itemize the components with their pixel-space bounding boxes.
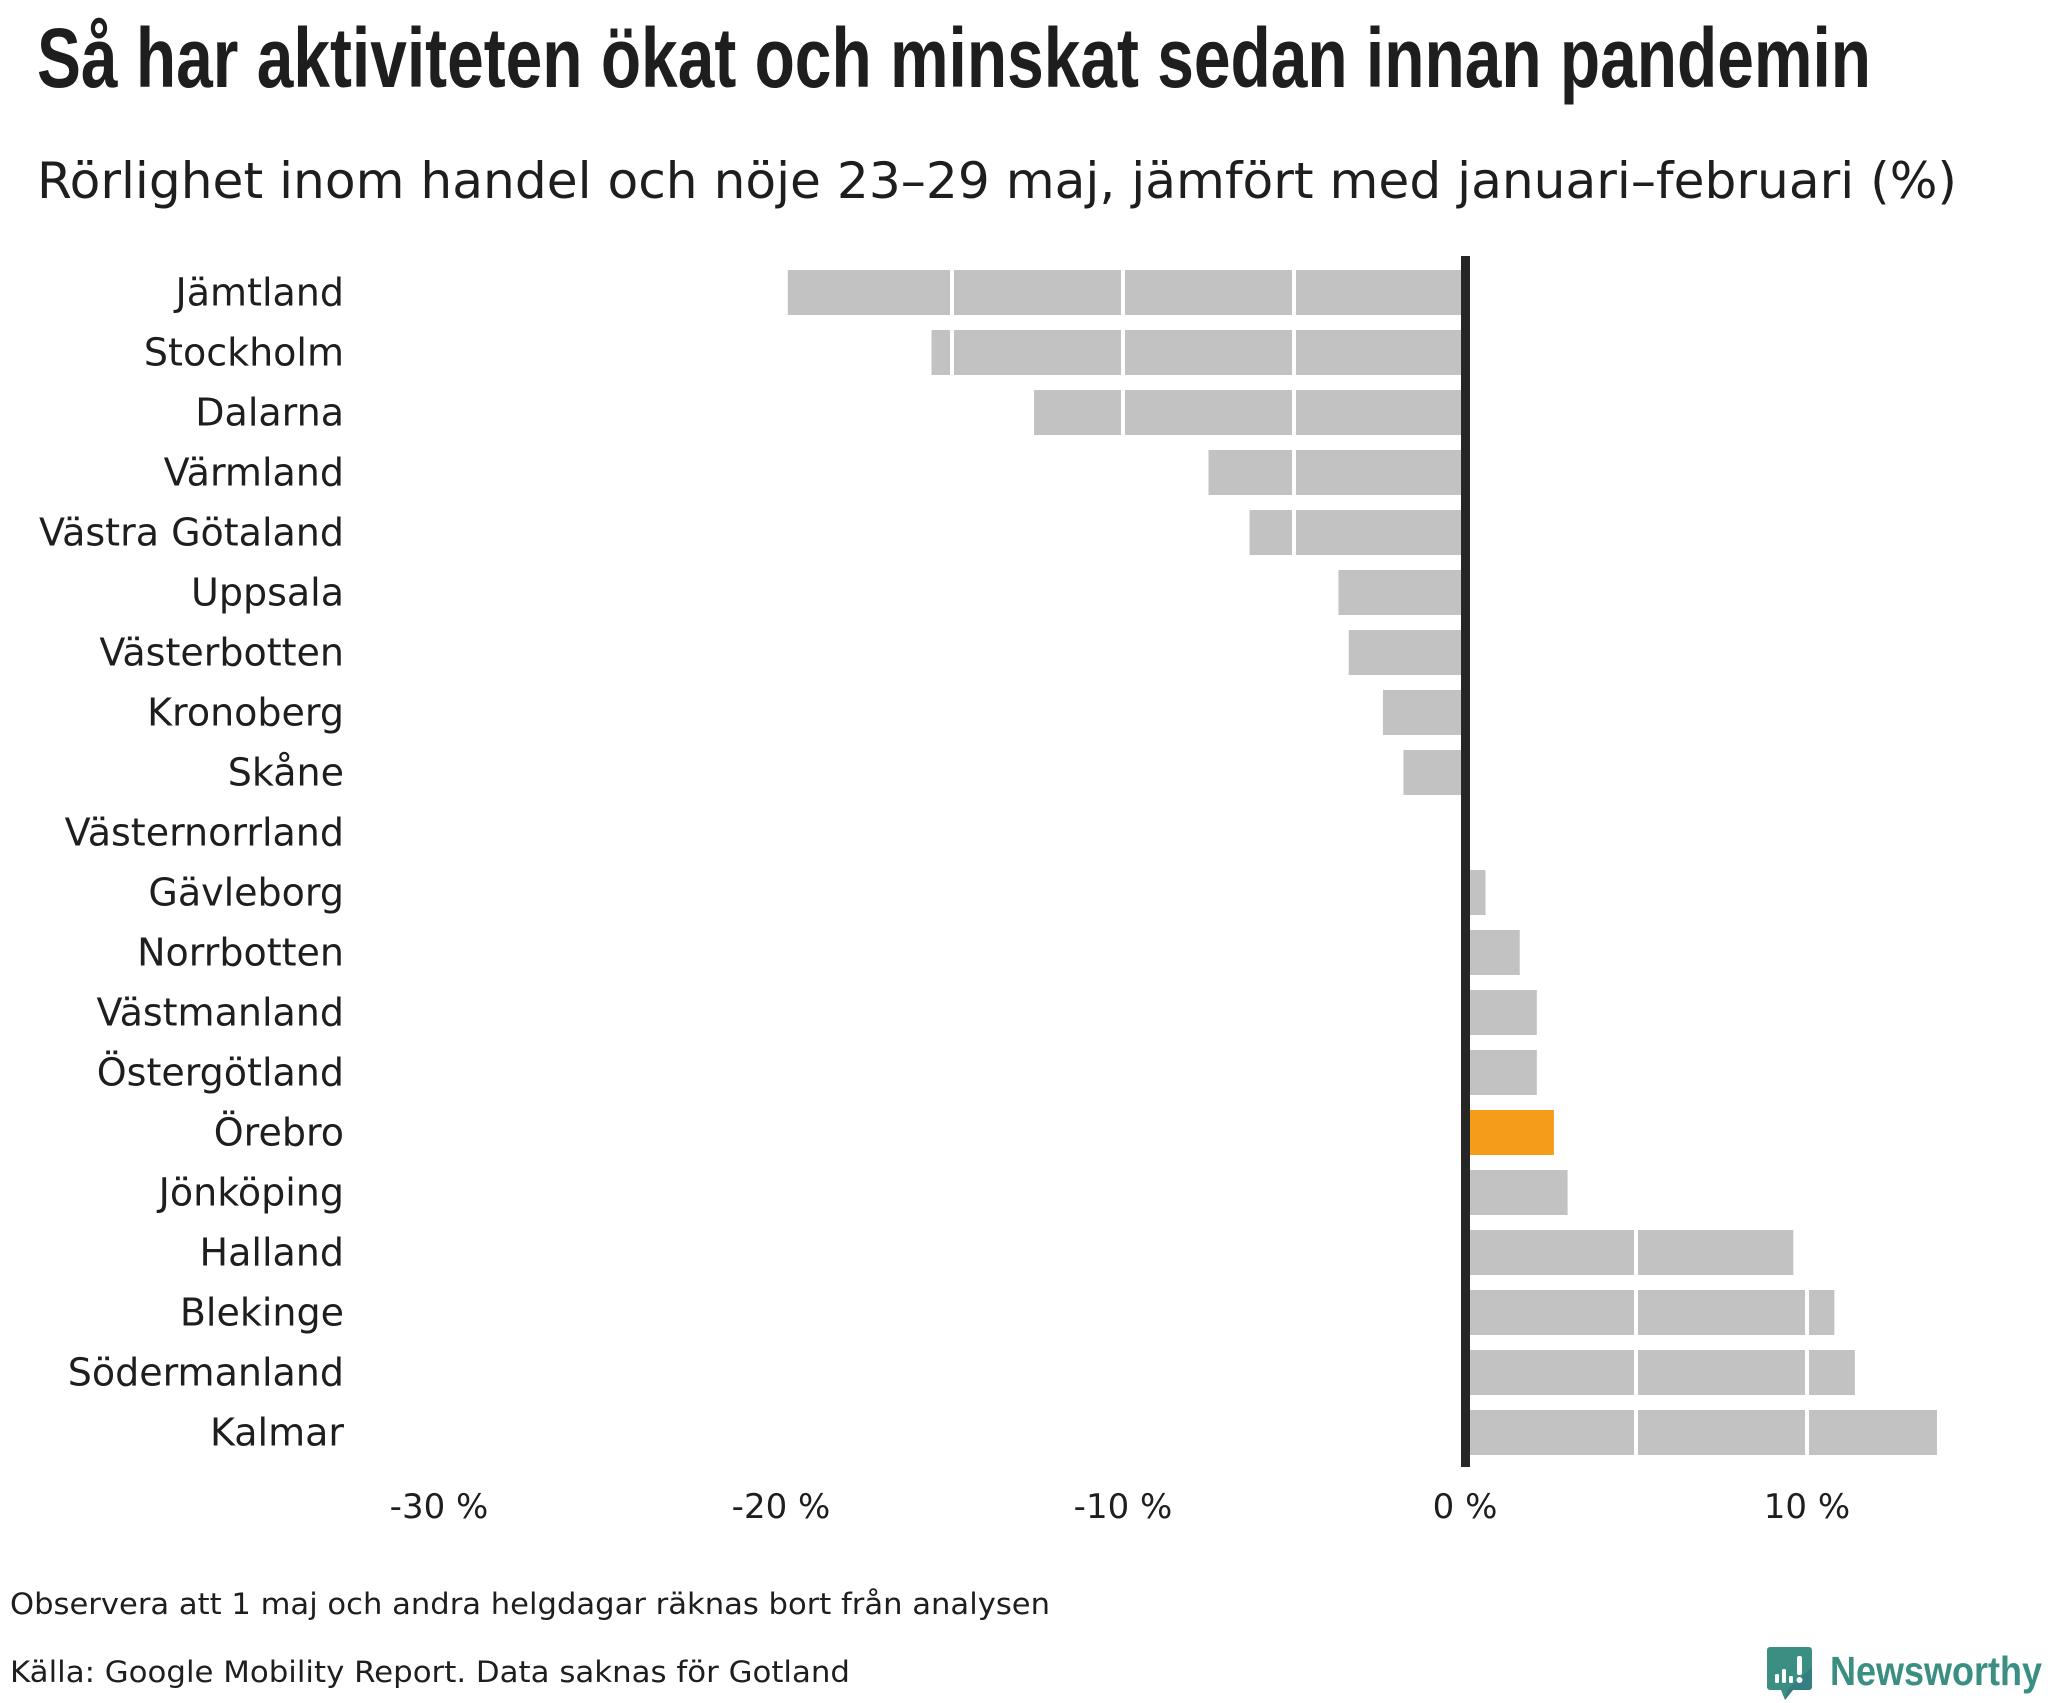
bar — [1208, 450, 1465, 495]
category-label: Jönköping — [157, 1171, 344, 1215]
category-label: Uppsala — [191, 571, 344, 615]
bar — [787, 270, 1465, 315]
category-label: Kalmar — [210, 1411, 344, 1455]
bar-highlighted — [1465, 1110, 1554, 1155]
newsworthy-chat-chart-icon — [1767, 1647, 1812, 1700]
bar — [1249, 510, 1465, 555]
x-axis-tick-labels: -30 % -20 % -10 % 0 % 10 % — [390, 1487, 1851, 1527]
category-label: Norrbotten — [137, 931, 344, 975]
category-label: Skåne — [228, 751, 344, 795]
newsworthy-wordmark: Newsworthy — [1830, 1648, 2042, 1694]
gridline — [1805, 1290, 1809, 1335]
gridline — [1292, 390, 1296, 435]
gridline — [950, 330, 954, 375]
category-label: Västernorrland — [65, 811, 344, 855]
bar — [1465, 1050, 1537, 1095]
x-tick-label: 0 % — [1433, 1487, 1498, 1527]
bar — [1382, 690, 1465, 735]
bar — [1465, 1290, 1835, 1335]
bar — [1465, 930, 1520, 975]
zero-axis-line — [1461, 256, 1470, 1467]
gridline — [1634, 1410, 1638, 1455]
category-label: Halland — [200, 1231, 344, 1275]
category-label: Gävleborg — [148, 871, 344, 915]
bar — [1338, 570, 1465, 615]
bar — [1465, 990, 1537, 1035]
bar — [931, 330, 1465, 375]
x-tick-label: 10 % — [1764, 1487, 1850, 1527]
bar — [1465, 1410, 1937, 1455]
gridline — [1634, 1290, 1638, 1335]
bar — [1465, 1230, 1794, 1275]
category-label: Östergötland — [97, 1051, 344, 1095]
newsworthy-logo: Newsworthy — [1767, 1647, 2045, 1700]
gridline — [1805, 1350, 1809, 1395]
category-label: Kronoberg — [147, 691, 344, 735]
category-label: Jämtland — [174, 271, 344, 315]
gridline — [1121, 270, 1125, 315]
category-label: Södermanland — [68, 1351, 344, 1395]
category-label: Örebro — [214, 1111, 344, 1155]
category-label: Dalarna — [195, 391, 344, 435]
bar — [1403, 750, 1465, 795]
bar — [1348, 630, 1465, 675]
bar — [1465, 870, 1486, 915]
gridline — [1121, 390, 1125, 435]
gridline — [950, 270, 954, 315]
bar — [1034, 390, 1465, 435]
source-note: Källa: Google Mobility Report. Data sakn… — [10, 1655, 850, 1689]
gridline — [1292, 330, 1296, 375]
gridline — [1292, 450, 1296, 495]
category-label: Stockholm — [144, 331, 344, 375]
bar — [1465, 1350, 1855, 1395]
footnote: Observera att 1 maj och andra helgdagar … — [10, 1587, 1050, 1621]
x-tick-label: -10 % — [1074, 1487, 1173, 1527]
category-label: Värmland — [164, 451, 344, 495]
gridline — [1121, 330, 1125, 375]
gridline — [1292, 270, 1296, 315]
category-label: Västerbotten — [99, 631, 344, 675]
x-tick-label: -30 % — [390, 1487, 489, 1527]
gridline — [1634, 1350, 1638, 1395]
x-tick-label: -20 % — [732, 1487, 831, 1527]
bar-chart: Jämtland Stockholm Dalarna Värmland Västra G… — [39, 256, 1937, 1527]
category-label: Västmanland — [97, 991, 344, 1035]
bars — [787, 270, 1937, 1455]
gridline — [1805, 1410, 1809, 1455]
chart-title: Så har aktiviteten ökat och minskat seda… — [37, 11, 1872, 105]
category-labels: Jämtland Stockholm Dalarna Värmland Västra G… — [39, 271, 344, 1455]
category-label: Blekinge — [180, 1291, 344, 1335]
gridline — [1292, 510, 1296, 555]
bar — [1465, 1170, 1568, 1215]
gridlines — [950, 270, 1809, 1455]
category-label: Västra Götaland — [39, 511, 344, 555]
gridline — [1634, 1230, 1638, 1275]
chart-subtitle: Rörlighet inom handel och nöje 23–29 maj… — [37, 152, 1957, 210]
